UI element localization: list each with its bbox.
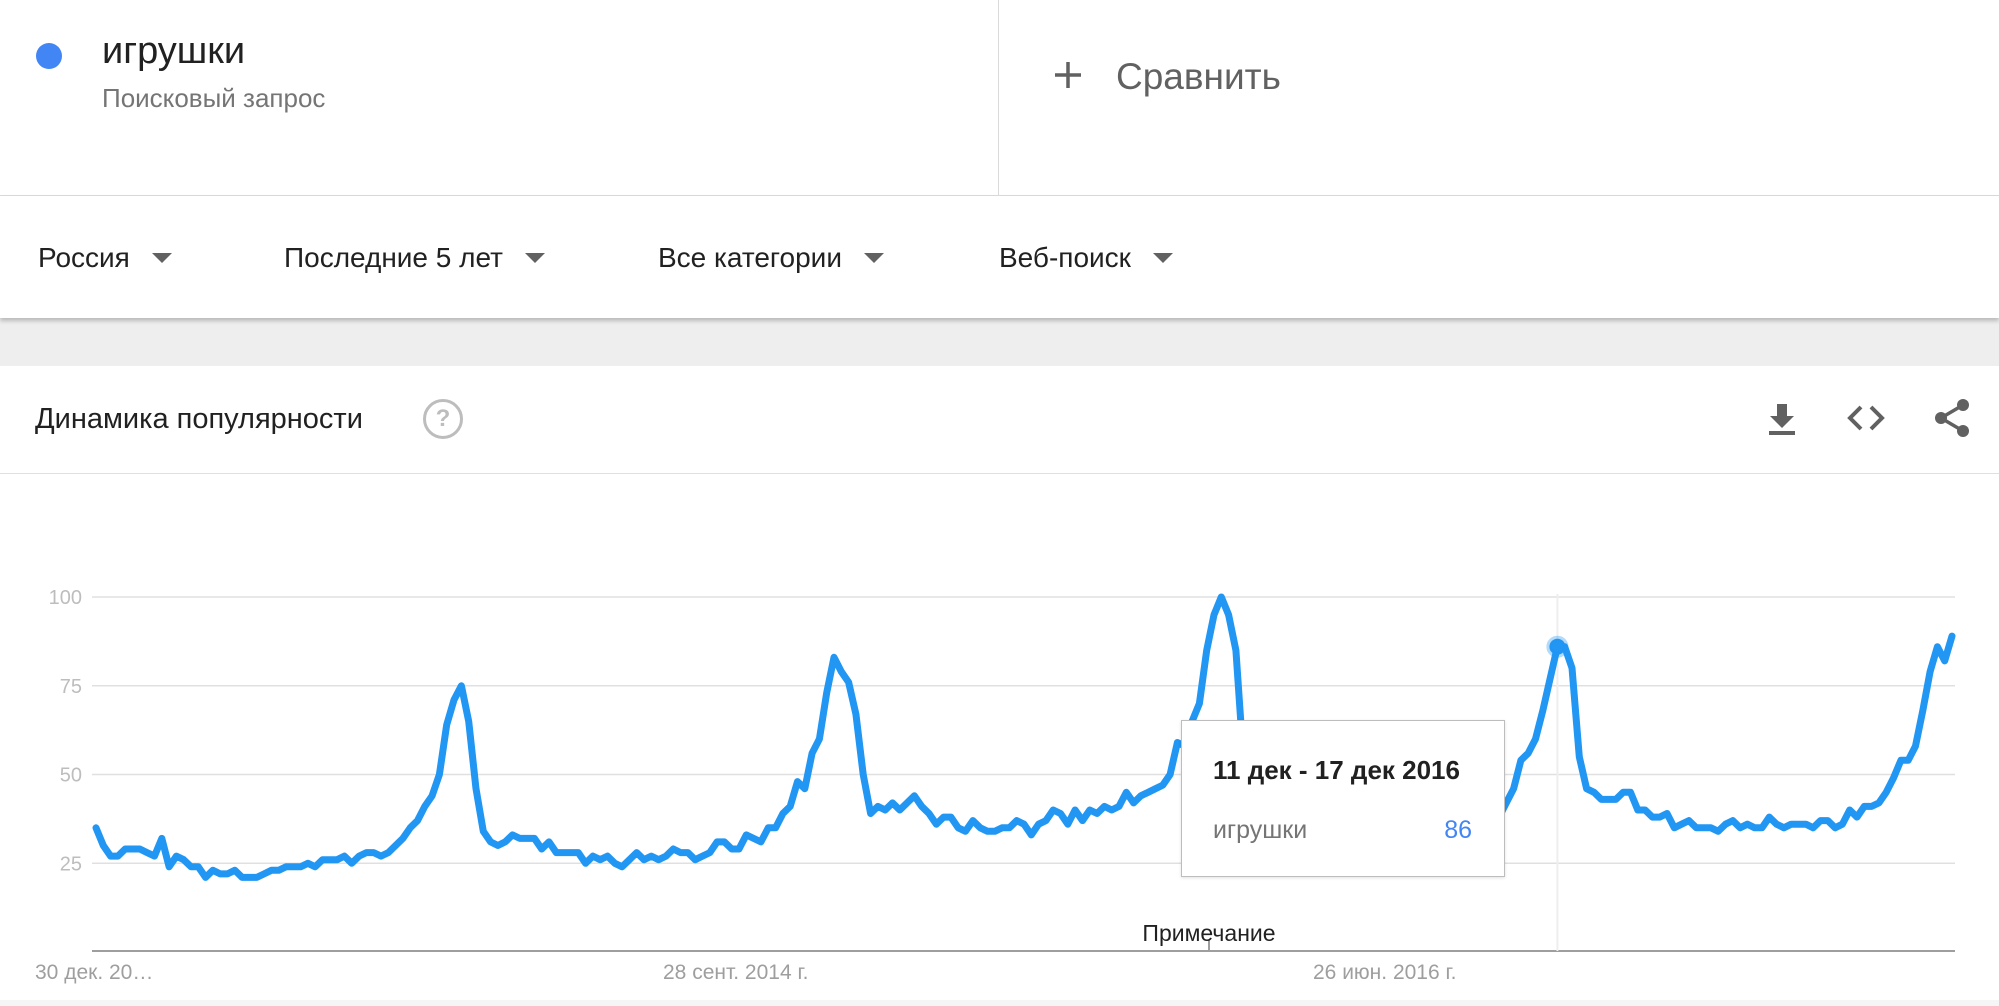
category-label: Все категории: [658, 242, 842, 273]
embed-code-icon[interactable]: [1844, 396, 1888, 440]
y-tick-label: 100: [49, 587, 82, 609]
chevron-down-icon: [524, 253, 545, 263]
period-label: Последние 5 лет: [284, 242, 503, 273]
term-subtitle: Поисковый запрос: [102, 83, 326, 113]
help-circle-icon[interactable]: ?: [423, 399, 463, 439]
chevron-down-icon: [151, 253, 172, 263]
y-tick-label: 50: [60, 765, 82, 787]
tooltip-date: 11 дек - 17 дек 2016: [1213, 755, 1460, 785]
annotation-label[interactable]: Примечание: [1142, 920, 1275, 946]
hover-point: [1546, 635, 1569, 658]
chart-tooltip: 11 дек - 17 дек 2016 игрушки 86: [1181, 720, 1505, 877]
period-dropdown[interactable]: Последние 5 лет: [284, 242, 545, 274]
series-line-igrushki[interactable]: [92, 593, 1956, 881]
search-type-dropdown[interactable]: Веб-поиск: [999, 242, 1173, 274]
card-header: Динамика популярности ?: [0, 366, 1999, 474]
x-tick-label: 28 сент. 2014 г.: [663, 961, 808, 984]
x-tick-label: 26 июн. 2016 г.: [1313, 961, 1456, 984]
section-gap: [0, 318, 1999, 366]
download-icon[interactable]: [1760, 396, 1804, 440]
compare-button[interactable]: Сравнить: [1052, 52, 1281, 102]
compare-label: Сравнить: [1116, 56, 1281, 97]
y-tick-label: 25: [60, 853, 82, 875]
tooltip-value: 86: [1444, 816, 1472, 844]
region-label: Россия: [38, 242, 130, 273]
tooltip-term: игрушки: [1213, 816, 1308, 844]
plus-icon: [1052, 52, 1092, 102]
trend-chart-svg: 25 50 75 100 30 дек. 20… 28 сент. 2014 г…: [35, 587, 1956, 984]
card-title: Динамика популярности: [35, 403, 363, 435]
filter-bar: Россия Последние 5 лет Все категории Веб…: [0, 196, 1999, 318]
bottom-strip: [0, 1000, 1999, 1006]
category-dropdown[interactable]: Все категории: [658, 242, 884, 274]
search-term-panel[interactable]: игрушки Поисковый запрос: [0, 0, 999, 195]
y-tick-label: 75: [60, 676, 82, 698]
term-name[interactable]: игрушки: [102, 30, 246, 72]
divider: [0, 195, 1999, 196]
term-color-dot: [36, 43, 62, 69]
share-icon[interactable]: [1930, 396, 1974, 440]
chevron-down-icon: [863, 253, 884, 263]
search-type-label: Веб-поиск: [999, 242, 1131, 273]
x-tick-label: 30 дек. 20…: [35, 961, 153, 984]
trend-chart[interactable]: 25 50 75 100 30 дек. 20… 28 сент. 2014 г…: [0, 474, 1999, 1006]
chevron-down-icon: [1152, 253, 1173, 263]
region-dropdown[interactable]: Россия: [38, 242, 172, 274]
